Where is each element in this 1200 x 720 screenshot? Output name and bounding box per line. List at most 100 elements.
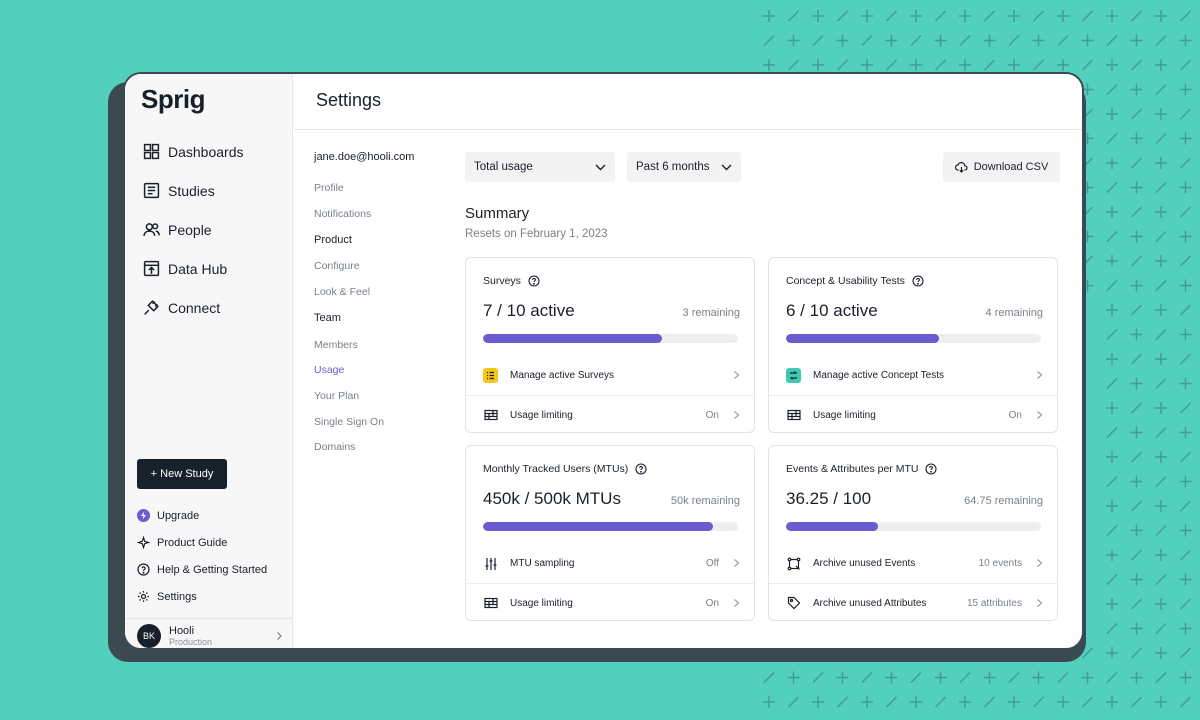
people-icon bbox=[143, 223, 160, 236]
archive-events-row[interactable]: Archive unused Events 10 events bbox=[769, 544, 1057, 583]
limit-icon bbox=[483, 596, 498, 611]
period-select[interactable]: Past 6 months bbox=[627, 152, 741, 182]
link-label: Upgrade bbox=[157, 509, 200, 522]
link-label: Settings bbox=[157, 590, 197, 603]
nav-item-dashboards[interactable]: Dashboards bbox=[143, 132, 244, 171]
subnav-item-profile[interactable]: Profile bbox=[314, 181, 344, 194]
progress-bar bbox=[786, 522, 1041, 531]
row-label: Usage limiting bbox=[510, 597, 573, 609]
link-label: Help & Getting Started bbox=[157, 563, 268, 576]
card-title-text: Surveys bbox=[483, 275, 521, 287]
nav-item-data-hub[interactable]: Data Hub bbox=[143, 249, 244, 288]
page-header: Settings bbox=[294, 74, 1082, 130]
usage-type-select[interactable]: Total usage bbox=[465, 152, 615, 182]
product-guide-link[interactable]: Product Guide bbox=[137, 529, 267, 556]
subnav-item-single-sign-on[interactable]: Single Sign On bbox=[314, 415, 385, 428]
plug-icon bbox=[144, 300, 159, 315]
chevron-right-icon bbox=[1037, 371, 1043, 379]
help-link[interactable]: Help & Getting Started bbox=[137, 556, 267, 583]
settings-link[interactable]: Settings bbox=[137, 583, 267, 610]
bolt-icon bbox=[137, 509, 150, 522]
subnav-item-your-plan[interactable]: Your Plan bbox=[314, 389, 360, 402]
tag-icon bbox=[786, 596, 801, 611]
studies-icon bbox=[143, 182, 160, 199]
manage-surveys-row[interactable]: Manage active Surveys bbox=[466, 356, 754, 395]
help-icon[interactable] bbox=[925, 463, 938, 475]
data-hub-icon bbox=[143, 260, 160, 277]
help-icon bbox=[137, 563, 150, 576]
progress-fill bbox=[483, 522, 713, 531]
card-remaining: 4 remaining bbox=[985, 307, 1043, 319]
cloud-download-icon bbox=[954, 161, 968, 173]
sprig-logo[interactable]: Sprig bbox=[141, 84, 205, 114]
nav-label: Data Hub bbox=[168, 260, 228, 277]
row-label: Manage active Surveys bbox=[510, 370, 614, 381]
usage-main: Total usage Past 6 months Download CSV S… bbox=[465, 152, 1060, 621]
chevron-right-icon bbox=[277, 632, 282, 640]
usage-limiting-row[interactable]: Usage limiting On bbox=[466, 395, 754, 434]
card-remaining: 50k remaining bbox=[670, 495, 740, 507]
card-title: Concept & Usability Tests bbox=[786, 275, 924, 287]
card-title: Events & Attributes per MTU bbox=[786, 463, 938, 475]
progress-fill bbox=[483, 334, 662, 343]
usage-card-concept-tests: Concept & Usability Tests 6 / 10 active … bbox=[768, 257, 1058, 433]
summary-title: Summary bbox=[465, 205, 530, 222]
dashboard-icon bbox=[143, 143, 160, 160]
filter-bar: Total usage Past 6 months Download CSV bbox=[465, 152, 1060, 182]
row-label: Archive unused Attributes bbox=[813, 597, 927, 609]
subnav-item-members[interactable]: Members bbox=[314, 338, 358, 351]
subnav-item-usage[interactable]: Usage bbox=[314, 364, 345, 377]
main-nav: Dashboards Studies People Data Hub Conne… bbox=[143, 132, 244, 327]
row-label: Manage active Concept Tests bbox=[813, 370, 945, 381]
upgrade-link[interactable]: Upgrade bbox=[137, 502, 267, 529]
limit-icon bbox=[483, 408, 498, 423]
sliders-icon bbox=[483, 556, 498, 571]
row-value: 10 events bbox=[978, 558, 1022, 569]
chevron-down-icon bbox=[721, 164, 732, 170]
manage-concept-tests-row[interactable]: Manage active Concept Tests bbox=[769, 356, 1057, 395]
subnav-item-look-and-feel[interactable]: Look & Feel bbox=[314, 285, 371, 298]
card-value: 36.25 / 100 bbox=[786, 489, 872, 508]
chevron-right-icon bbox=[1037, 559, 1043, 567]
row-value: Off bbox=[705, 558, 719, 569]
progress-bar bbox=[483, 522, 738, 531]
sidebar-bottom-links: Upgrade Product Guide Help & Getting Sta… bbox=[137, 502, 267, 610]
sidebar: Sprig Dashboards Studies People Data Hub… bbox=[125, 74, 293, 648]
usage-limiting-row[interactable]: Usage limiting On bbox=[769, 395, 1057, 434]
progress-fill bbox=[786, 522, 879, 531]
archive-attributes-row[interactable]: Archive unused Attributes 15 attributes bbox=[769, 583, 1057, 622]
help-icon[interactable] bbox=[635, 463, 647, 475]
row-label: Usage limiting bbox=[813, 409, 876, 421]
row-label: Archive unused Events bbox=[813, 558, 916, 569]
nav-item-people[interactable]: People bbox=[143, 210, 244, 249]
subnav-item-domains[interactable]: Domains bbox=[314, 441, 356, 454]
subnav-item-notifications[interactable]: Notifications bbox=[314, 207, 372, 220]
help-icon[interactable] bbox=[912, 275, 924, 287]
org-switcher[interactable]: BK Hooli Production bbox=[125, 618, 293, 648]
mtu-sampling-row[interactable]: MTU sampling Off bbox=[466, 544, 754, 583]
chevron-right-icon bbox=[734, 599, 740, 607]
chevron-right-icon bbox=[734, 371, 740, 379]
link-label: Product Guide bbox=[157, 536, 228, 549]
subnav-item-configure[interactable]: Configure bbox=[314, 260, 360, 273]
account-email: jane.doe@hooli.com bbox=[314, 151, 415, 163]
org-name: Hooli bbox=[169, 624, 195, 637]
card-remaining: 3 remaining bbox=[682, 307, 740, 319]
nav-label: People bbox=[168, 221, 212, 238]
usage-card-surveys: Surveys 7 / 10 active 3 remaining Manage… bbox=[465, 257, 755, 433]
summary-subtitle: Resets on February 1, 2023 bbox=[465, 228, 608, 240]
card-value: 6 / 10 active bbox=[786, 301, 878, 320]
concept-test-icon bbox=[786, 368, 801, 383]
nav-item-studies[interactable]: Studies bbox=[143, 171, 244, 210]
row-value: 15 attributes bbox=[966, 597, 1022, 609]
card-title: Monthly Tracked Users (MTUs) bbox=[483, 463, 647, 475]
chevron-right-icon bbox=[734, 411, 740, 419]
help-icon[interactable] bbox=[528, 275, 540, 287]
usage-limiting-row[interactable]: Usage limiting On bbox=[466, 583, 754, 622]
download-csv-button[interactable]: Download CSV bbox=[943, 152, 1060, 182]
nav-label: Studies bbox=[168, 182, 215, 199]
new-study-button[interactable]: + New Study bbox=[137, 459, 227, 489]
row-value: On bbox=[705, 409, 719, 421]
nav-item-connect[interactable]: Connect bbox=[143, 288, 244, 327]
chevron-right-icon bbox=[1037, 599, 1043, 607]
